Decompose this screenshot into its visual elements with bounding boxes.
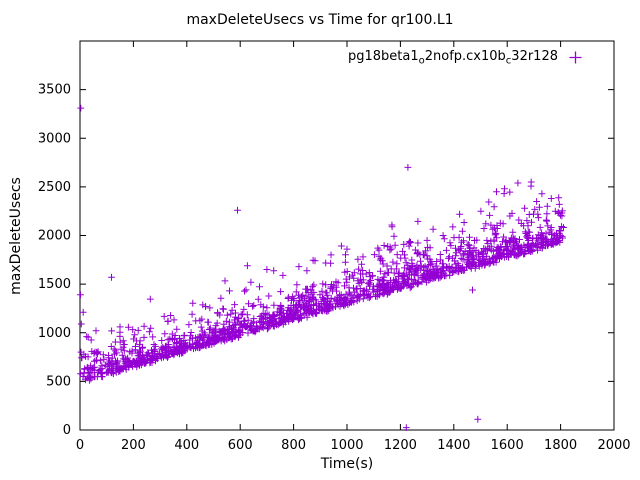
svg-text:1200: 1200 — [384, 438, 417, 453]
legend-plus-marker-icon — [568, 50, 583, 65]
svg-text:2000: 2000 — [597, 438, 630, 453]
x-axis-label: Time(s) — [320, 456, 374, 472]
svg-text:400: 400 — [174, 438, 199, 453]
svg-text:0: 0 — [63, 423, 71, 438]
svg-text:1000: 1000 — [38, 326, 71, 341]
svg-text:200: 200 — [121, 438, 146, 453]
svg-text:1800: 1800 — [544, 438, 577, 453]
y-axis-label: maxDeleteUsecs — [8, 177, 24, 295]
svg-text:800: 800 — [281, 438, 306, 453]
svg-text:1500: 1500 — [38, 277, 71, 292]
legend: pg18beta1o2nofp.cx10bc32r128 — [348, 49, 583, 67]
svg-text:1400: 1400 — [437, 438, 470, 453]
svg-text:1600: 1600 — [491, 438, 524, 453]
chart-title: maxDeleteUsecs vs Time for qr100.L1 — [186, 12, 454, 28]
svg-text:2500: 2500 — [38, 180, 71, 195]
svg-text:0: 0 — [76, 438, 84, 453]
legend-plus-path — [569, 51, 582, 64]
svg-text:3500: 3500 — [38, 83, 71, 98]
svg-text:3000: 3000 — [38, 131, 71, 146]
svg-text:1000: 1000 — [330, 438, 363, 453]
legend-label: pg18beta1o2nofp.cx10bc32r128 — [347, 49, 558, 67]
svg-text:500: 500 — [46, 374, 71, 389]
svg-text:2000: 2000 — [38, 229, 71, 244]
svg-text:600: 600 — [228, 438, 253, 453]
